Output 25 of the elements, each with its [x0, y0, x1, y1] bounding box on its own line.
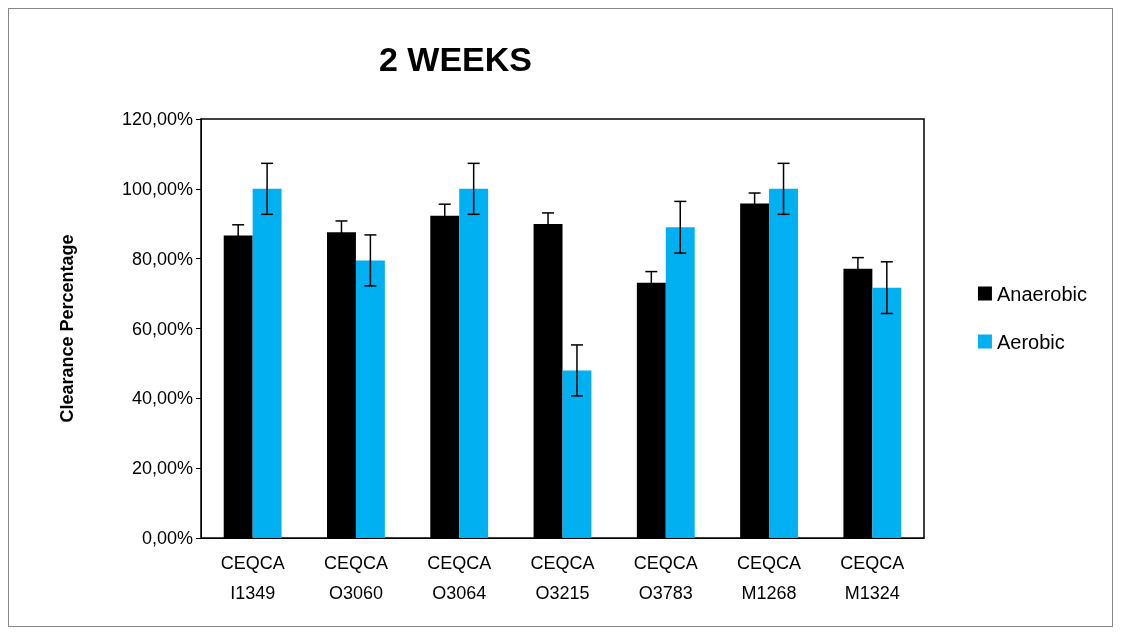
y-tick-label: 120,00%	[121, 109, 193, 129]
x-tick-label: CEQCA M1268	[737, 553, 802, 603]
x-tick-label: CEQCA M1324	[840, 553, 905, 603]
chart-title: 2 WEEKS	[379, 40, 533, 78]
x-tick-label: CEQCA I1349	[220, 553, 285, 603]
bar	[459, 188, 489, 538]
legend-label: Anaerobic	[996, 282, 1087, 305]
x-tick-label: CEQCA O3060	[323, 553, 388, 603]
x-tick-label: CEQCA O3215	[530, 553, 595, 603]
y-tick-label: 20,00%	[131, 458, 193, 479]
y-tick-label: 100,00%	[121, 178, 193, 199]
y-tick-label: 40,00%	[131, 388, 193, 409]
x-tick-label: CEQCA O3783	[633, 553, 698, 603]
bar	[562, 370, 592, 538]
y-tick-label: 0,00%	[141, 528, 193, 548]
bar	[252, 188, 282, 538]
y-tick-label: 60,00%	[131, 318, 193, 339]
x-tick-label: CEQCA O3064	[427, 553, 492, 603]
y-axis-title: Clearance Percentage	[57, 234, 77, 423]
y-tick-label: 80,00%	[131, 248, 193, 269]
bar	[355, 260, 385, 538]
bar	[769, 188, 798, 538]
bar	[872, 287, 902, 538]
bar	[665, 227, 695, 538]
legend-label: Aerobic	[996, 330, 1065, 353]
